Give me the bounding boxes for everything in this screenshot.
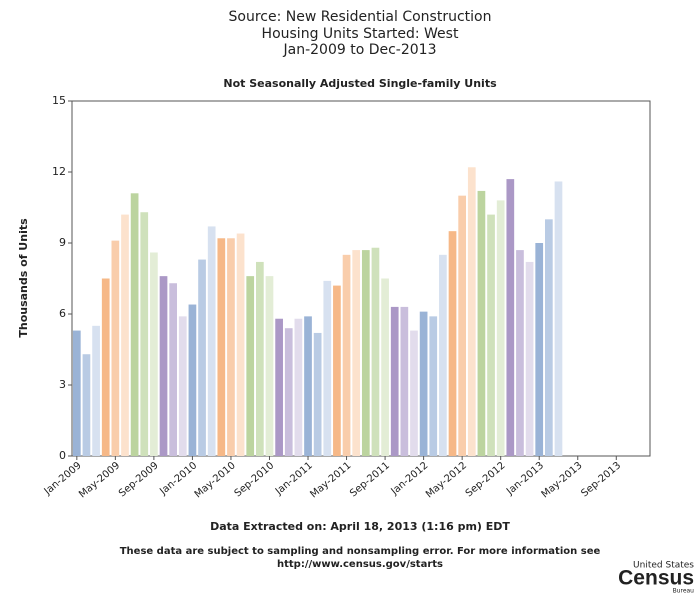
bar (265, 276, 274, 456)
logo-text: Bureau (673, 588, 695, 595)
y-tick-label: 15 (52, 94, 66, 107)
logo-text: Census (618, 567, 694, 590)
y-tick-label: 6 (59, 307, 66, 320)
bar (333, 285, 341, 456)
bar (207, 226, 216, 456)
bar (448, 231, 457, 456)
bar (140, 212, 149, 456)
bar (178, 316, 187, 456)
bar (554, 181, 563, 456)
y-tick-label: 3 (59, 378, 66, 391)
bar (169, 283, 178, 456)
bar (275, 318, 283, 456)
bar (236, 233, 245, 456)
y-tick-label: 9 (59, 236, 66, 249)
bar (400, 306, 409, 456)
bar (516, 250, 524, 456)
bar (458, 195, 467, 456)
bar (342, 254, 351, 456)
bar (101, 278, 110, 456)
bar (227, 238, 235, 456)
footer-note: These data are subject to sampling and n… (120, 546, 601, 557)
bar (198, 259, 206, 456)
bar (323, 280, 332, 456)
bar (439, 254, 447, 456)
chart-subtitle: Not Seasonally Adjusted Single-family Un… (223, 77, 497, 90)
bar (419, 311, 428, 456)
bar (410, 330, 418, 456)
x-tick-label: May-2013 (540, 460, 585, 500)
bar (130, 193, 139, 457)
bar (72, 330, 81, 456)
bar (381, 278, 389, 456)
logo: United States Census Bureau (618, 561, 694, 595)
bar (429, 316, 438, 456)
bar (535, 243, 544, 456)
bar (506, 179, 515, 456)
x-tick-label: May-2009 (77, 460, 122, 500)
bar (352, 250, 361, 456)
bar (284, 328, 293, 456)
x-tick-label: Sep-2009 (117, 460, 161, 499)
bar (304, 316, 312, 456)
chart-title: Housing Units Started: West (262, 26, 459, 42)
bar (477, 190, 486, 456)
bar (390, 306, 399, 456)
x-tick-label: May-2010 (193, 460, 238, 500)
bar (111, 240, 120, 456)
bar (246, 276, 255, 456)
x-tick-label: Sep-2013 (579, 460, 623, 499)
y-tick-label: 12 (52, 165, 66, 178)
y-axis-label: Thousands of Units (17, 218, 30, 338)
bar (92, 325, 100, 456)
bar (487, 214, 495, 456)
x-tick-label: May-2012 (424, 460, 469, 500)
bar (361, 250, 370, 456)
y-tick-label: 0 (59, 449, 66, 462)
bar (159, 276, 168, 456)
bar (544, 219, 553, 456)
plot-frame (71, 100, 651, 457)
x-tick-label: Sep-2012 (464, 460, 508, 499)
footer-link: http://www.census.gov/starts (277, 559, 443, 570)
chart-title: Source: New Residential Construction (229, 9, 492, 25)
bar (150, 252, 158, 456)
footer-note: Data Extracted on: April 18, 2013 (1:16 … (210, 520, 510, 533)
x-tick-label: Sep-2011 (348, 460, 392, 499)
logo-text: United States (633, 561, 694, 571)
x-tick-label: May-2011 (308, 460, 353, 500)
chart-title: Jan-2009 to Dec-2013 (283, 42, 437, 58)
bar (82, 354, 91, 456)
bar (525, 261, 534, 456)
bar (255, 261, 264, 456)
bar (313, 332, 322, 456)
bar (467, 167, 476, 456)
bar (217, 238, 226, 456)
bar (294, 318, 303, 456)
bar (496, 200, 505, 456)
bar (188, 304, 197, 456)
x-tick-label: Sep-2010 (233, 460, 277, 499)
bar (121, 214, 129, 456)
bar (371, 247, 380, 456)
